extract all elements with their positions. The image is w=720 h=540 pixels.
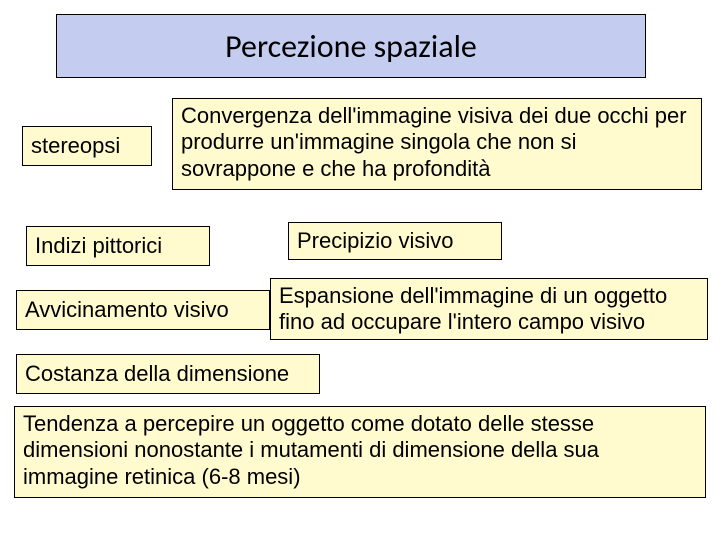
label-avvicinamento: Avvicinamento visivo [25, 297, 229, 323]
label-stereopsi: stereopsi [31, 133, 120, 159]
label-precipizio: Precipizio visivo [297, 228, 454, 254]
label-indizi: Indizi pittorici [35, 233, 162, 259]
text-avvicinamento-definition: Espansione dell'immagine di un oggetto f… [279, 283, 667, 334]
box-stereopsi-definition: Convergenza dell'immagine visiva dei due… [172, 98, 702, 190]
text-stereopsi-definition: Convergenza dell'immagine visiva dei due… [181, 103, 687, 181]
label-costanza: Costanza della dimensione [25, 361, 289, 387]
box-tendenza-definition: Tendenza a percepire un oggetto come dot… [14, 406, 706, 498]
box-avvicinamento-definition: Espansione dell'immagine di un oggetto f… [270, 278, 708, 340]
text-tendenza: Tendenza a percepire un oggetto come dot… [23, 411, 599, 489]
box-precipizio-visivo: Precipizio visivo [288, 222, 502, 260]
slide-title-text: Percezione spaziale [225, 27, 477, 66]
box-avvicinamento-visivo: Avvicinamento visivo [16, 290, 270, 330]
box-indizi-pittorici: Indizi pittorici [26, 226, 210, 266]
box-stereopsi: stereopsi [22, 126, 152, 166]
box-costanza-dimensione: Costanza della dimensione [16, 354, 320, 394]
slide-title: Percezione spaziale [56, 14, 646, 78]
